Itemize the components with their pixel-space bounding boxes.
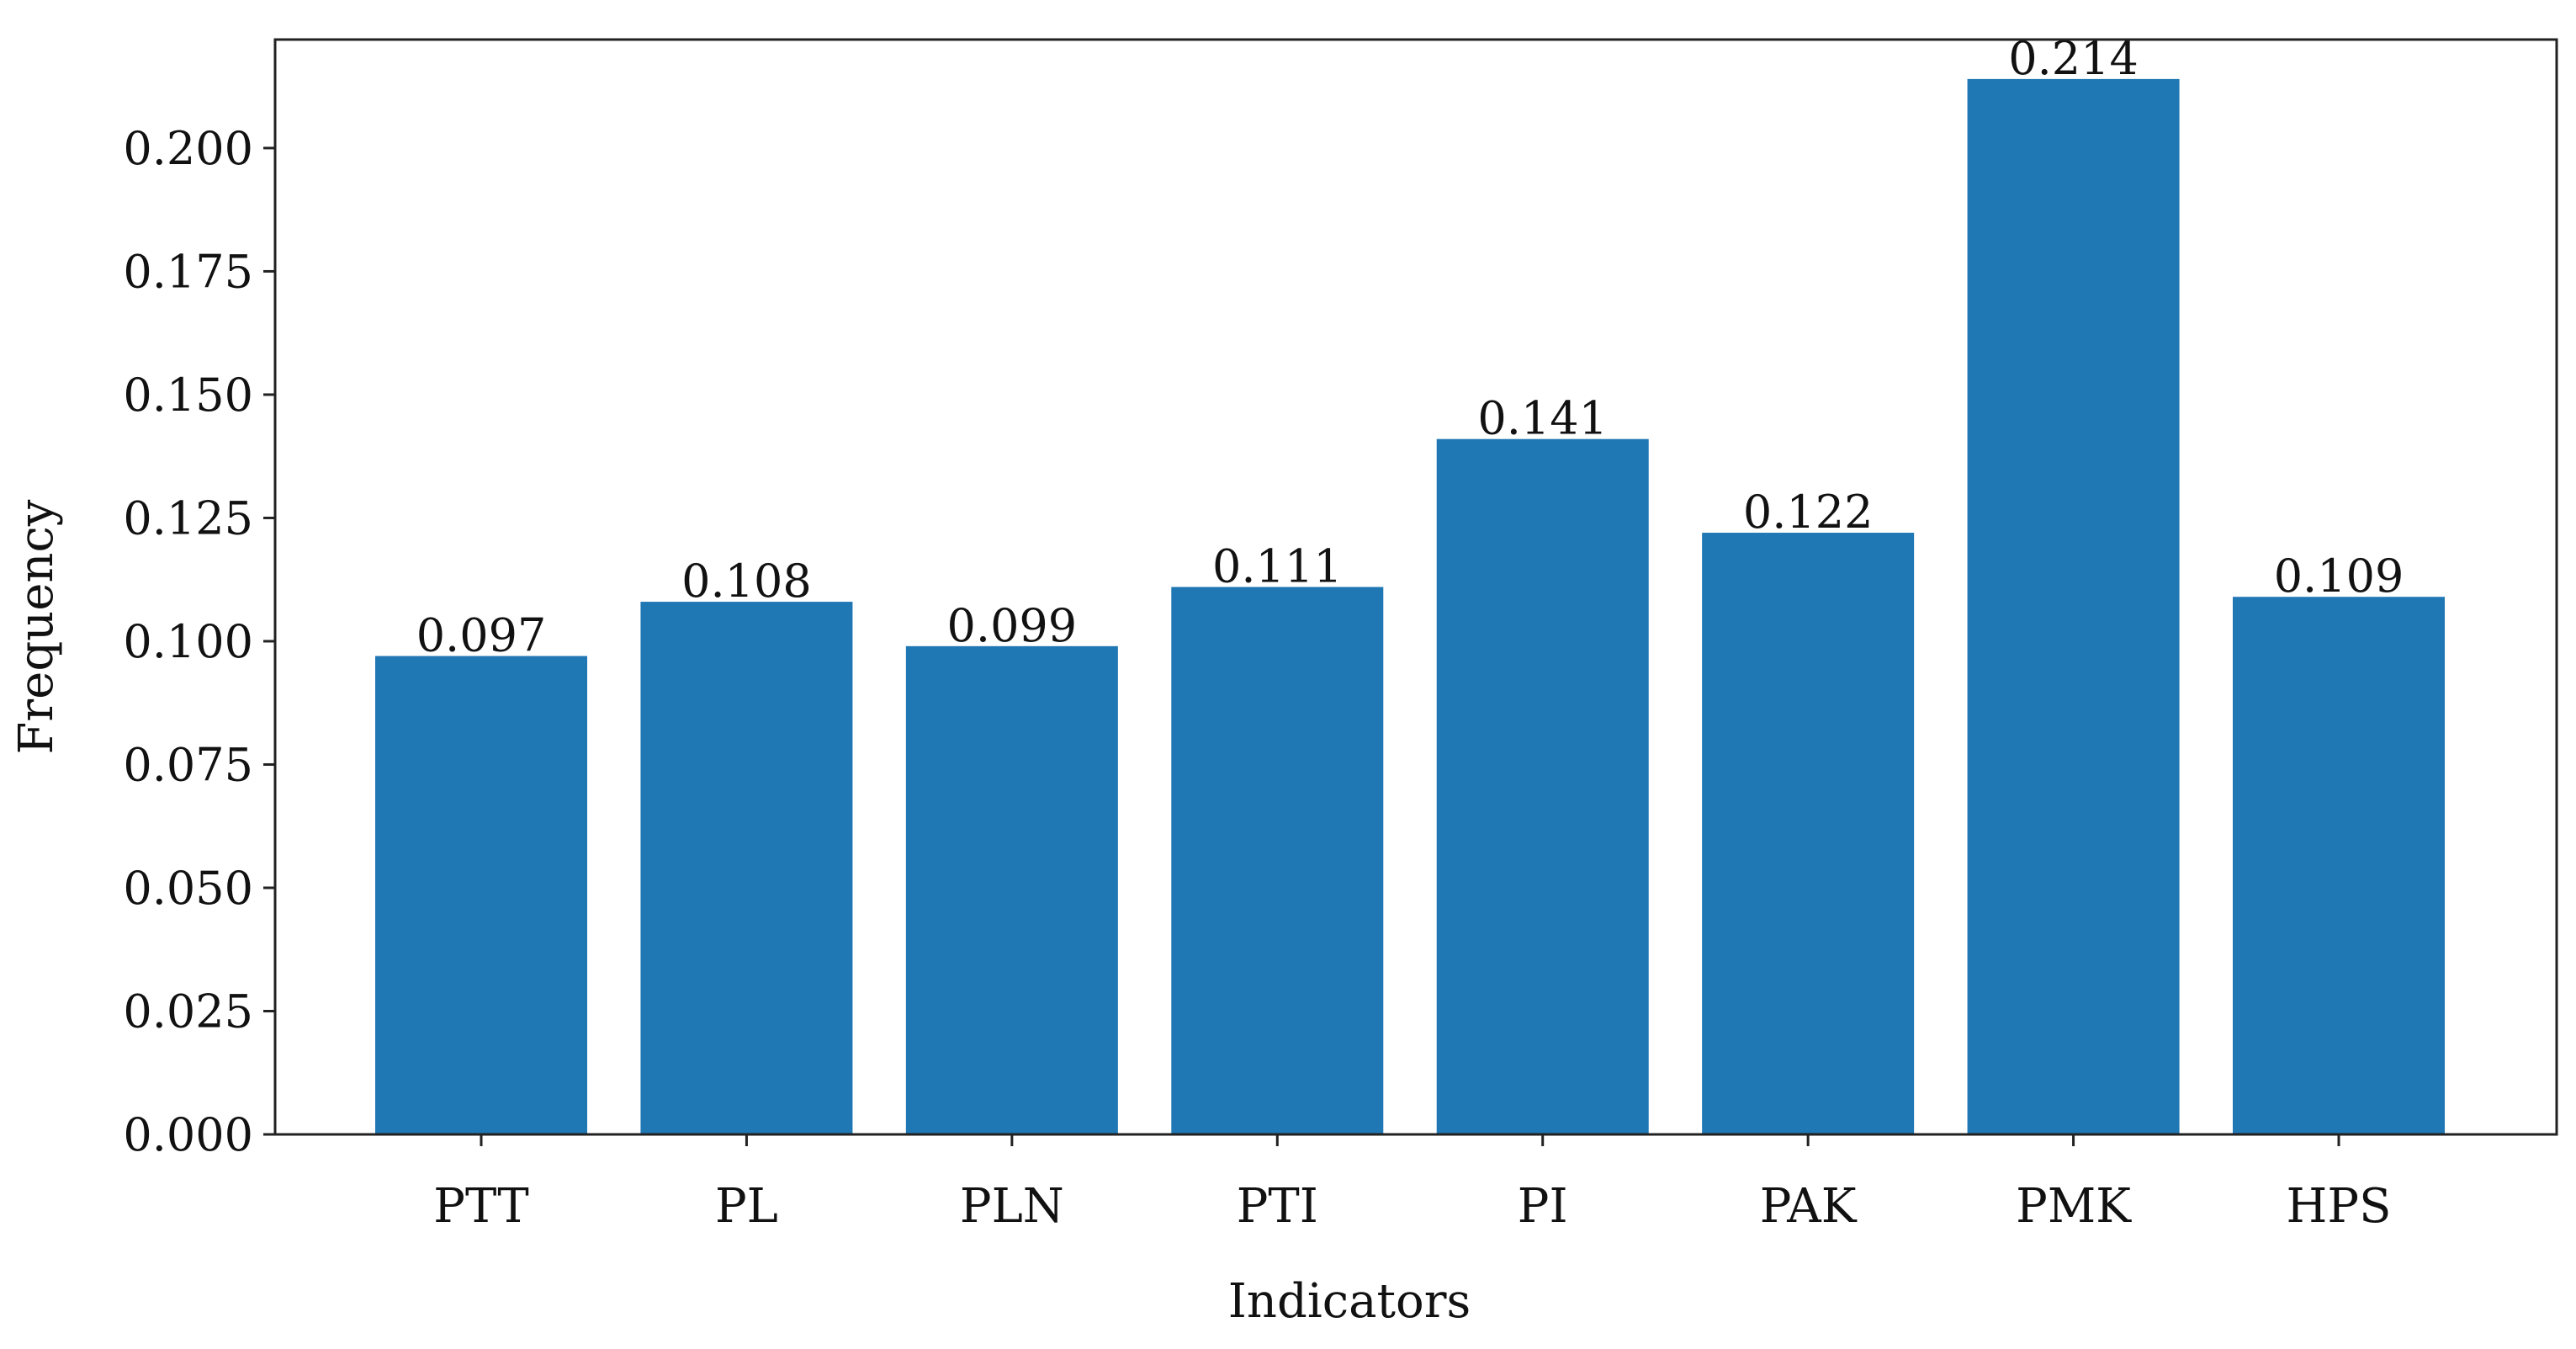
y-tick-label: 0.125: [123, 491, 253, 544]
value-label-pak: 0.122: [1743, 486, 1874, 539]
bar-pi: [1436, 438, 1649, 1134]
x-axis: PTT PL PLN PTI PI PAK PMK HPS: [433, 1134, 2391, 1234]
bar-pti: [1171, 587, 1384, 1134]
x-tick-label-pl: PL: [715, 1179, 778, 1234]
bar-pak: [1702, 533, 1915, 1134]
bars-group: [375, 78, 2445, 1134]
x-tick-label-pln: PLN: [960, 1179, 1064, 1234]
x-tick-label-hps: HPS: [2287, 1179, 2392, 1234]
value-label-pln: 0.099: [947, 599, 1078, 652]
value-label-pi: 0.141: [1477, 392, 1608, 445]
bar-ptt: [375, 656, 587, 1134]
x-tick-label-pak: PAK: [1760, 1179, 1858, 1234]
plot-frame: [273, 38, 2558, 1136]
y-axis-label: Frequency: [9, 499, 64, 754]
y-axis: 0.000 0.025 0.050 0.075 0.100 0.125 0.150 0.175…: [123, 122, 275, 1161]
bar-pl: [640, 602, 853, 1134]
x-tick-label-ptt: PTT: [433, 1179, 528, 1234]
y-tick-label: 0.050: [123, 862, 253, 915]
x-tick-label-pti: PTI: [1237, 1179, 1318, 1234]
y-tick-label: 0.150: [123, 369, 253, 422]
value-label-pti: 0.111: [1212, 540, 1343, 593]
y-tick-label: 0.175: [123, 245, 253, 298]
bar-pln: [905, 645, 1118, 1134]
value-label-hps: 0.109: [2274, 550, 2404, 603]
x-tick-label-pi: PI: [1518, 1179, 1568, 1234]
y-tick-label: 0.075: [123, 738, 253, 791]
value-label-pl: 0.108: [681, 555, 812, 608]
y-tick-label: 0.200: [123, 122, 253, 175]
y-tick-label: 0.025: [123, 985, 253, 1038]
x-axis-label: Indicators: [1228, 1274, 1471, 1329]
y-tick-label: 0.100: [123, 615, 253, 668]
bar-pmk: [1967, 78, 2180, 1134]
y-tick-label: 0.000: [123, 1108, 253, 1161]
value-label-ptt: 0.097: [416, 609, 547, 662]
x-tick-label-pmk: PMK: [2016, 1179, 2132, 1234]
bar-hps: [2233, 597, 2445, 1134]
